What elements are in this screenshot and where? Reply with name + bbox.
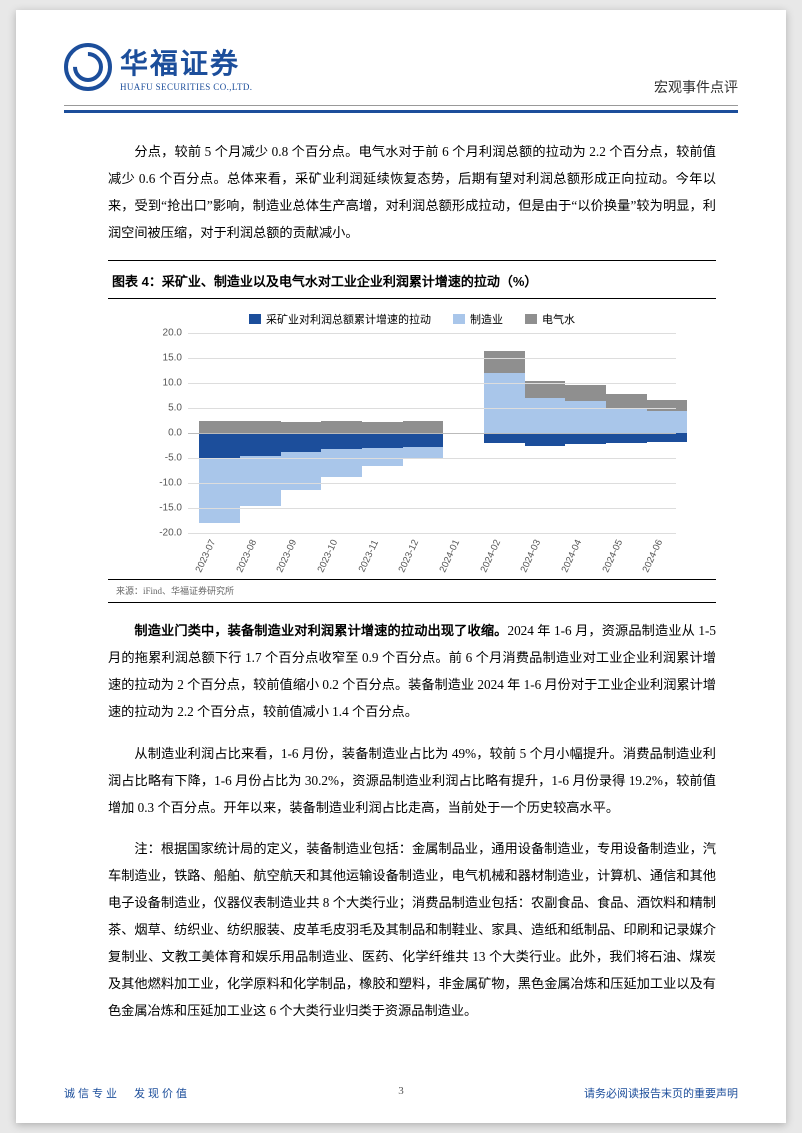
chart-legend: 采矿业对利润总额累计增速的拉动 制造业 电气水 [118, 311, 706, 327]
ytick-label: -5.0 [165, 453, 182, 464]
brand-name-en: HUAFU SECURITIES CO.,LTD. [120, 82, 252, 92]
ytick-label: -10.0 [159, 478, 182, 489]
legend-label-mfg: 制造业 [470, 311, 503, 327]
footer-left: 诚信专业 发现价值 [64, 1085, 190, 1101]
body-content-2: 制造业门类中，装备制造业对利润累计增速的拉动出现了收缩。2024 年 1-6 月… [108, 617, 716, 1024]
figure-4-block: 图表 4：采矿业、制造业以及电气水对工业企业利润累计增速的拉动（%） 采矿业对利… [108, 260, 716, 603]
paragraph-2: 制造业门类中，装备制造业对利润累计增速的拉动出现了收缩。2024 年 1-6 月… [108, 617, 716, 725]
paragraph-4: 注：根据国家统计局的定义，装备制造业包括：金属制品业，通用设备制造业，专用设备制… [108, 835, 716, 1024]
figure-plot-area: 采矿业对利润总额累计增速的拉动 制造业 电气水 20.015.010.05.00… [108, 299, 716, 579]
brand-logo-text: 华福证券 HUAFU SECURITIES CO.,LTD. [120, 42, 252, 92]
ytick-label: -20.0 [159, 528, 182, 539]
chart-yaxis: 20.015.010.05.00.0-5.0-10.0-15.0-20.0 [140, 333, 186, 532]
ytick-label: 10.0 [163, 378, 182, 389]
legend-swatch-utility [525, 314, 537, 324]
chart-plot: 20.015.010.05.00.0-5.0-10.0-15.0-20.0 [188, 333, 676, 533]
footer-page-number: 3 [398, 1085, 404, 1097]
ytick-label: 20.0 [163, 328, 182, 339]
page: 华福证券 HUAFU SECURITIES CO.,LTD. 宏观事件点评 分点… [16, 10, 786, 1123]
legend-label-utility: 电气水 [542, 311, 575, 327]
legend-item-mfg: 制造业 [453, 311, 503, 327]
page-header: 华福证券 HUAFU SECURITIES CO.,LTD. 宏观事件点评 [64, 28, 738, 106]
paragraph-2-lead: 制造业门类中，装备制造业对利润累计增速的拉动出现了收缩。 [134, 623, 507, 638]
ytick-label: 5.0 [168, 403, 182, 414]
paragraph-1: 分点，较前 5 个月减少 0.8 个百分点。电气水对于前 6 个月利润总额的拉动… [108, 138, 716, 246]
chart-xlabels: 2023-072023-082023-092023-102023-112023-… [188, 533, 676, 579]
legend-swatch-mfg [453, 314, 465, 324]
page-footer: 诚信专业 发现价值 3 请务必阅读报告末页的重要声明 [64, 1085, 738, 1101]
footer-right: 请务必阅读报告末页的重要声明 [584, 1085, 738, 1101]
bar-seg-mfg [647, 411, 688, 434]
body-content: 分点，较前 5 个月减少 0.8 个百分点。电气水对于前 6 个月利润总额的拉动… [108, 138, 716, 246]
legend-label-mining: 采矿业对利润总额累计增速的拉动 [266, 311, 431, 327]
brand-name-cn: 华福证券 [120, 42, 252, 82]
legend-swatch-mining [249, 314, 261, 324]
ytick-label: 15.0 [163, 353, 182, 364]
legend-item-utility: 电气水 [525, 311, 575, 327]
doc-category-title: 宏观事件点评 [654, 77, 738, 97]
brand-logo: 华福证券 HUAFU SECURITIES CO.,LTD. [64, 28, 738, 105]
brand-logo-mark [64, 43, 112, 91]
bar-seg-mining [647, 433, 688, 442]
figure-title: 图表 4：采矿业、制造业以及电气水对工业企业利润累计增速的拉动（%） [108, 267, 716, 299]
legend-item-mining: 采矿业对利润总额累计增速的拉动 [249, 311, 431, 327]
ytick-label: -15.0 [159, 503, 182, 514]
header-underline [64, 110, 738, 113]
ytick-label: 0.0 [168, 428, 182, 439]
paragraph-3: 从制造业利润占比来看，1-6 月份，装备制造业占比为 49%，较前 5 个月小幅… [108, 740, 716, 821]
